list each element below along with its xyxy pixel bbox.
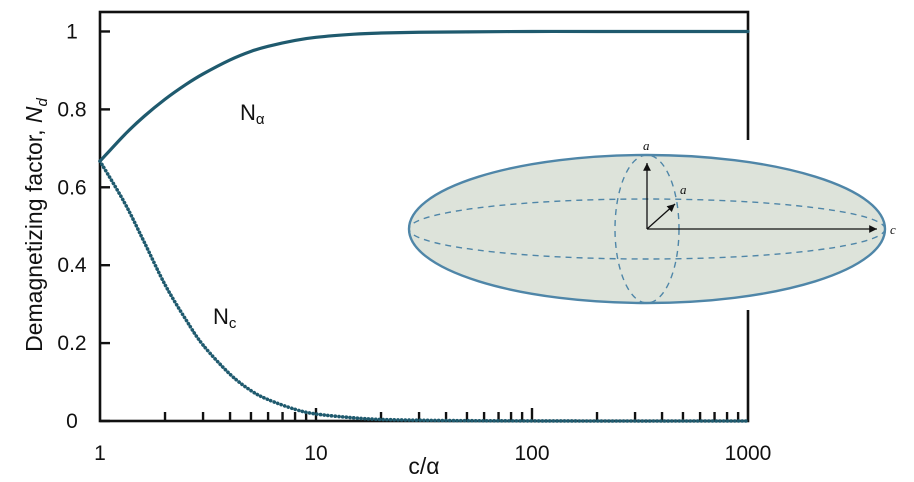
x-tick-label: 1	[94, 442, 106, 465]
axis-label-a-depth: a	[680, 182, 687, 197]
x-axis-title: c/α	[408, 453, 439, 479]
y-tick-label: 0.4	[57, 254, 87, 277]
series-label-n-alpha: Nα	[240, 100, 265, 128]
series-line-n-alpha	[98, 29, 750, 163]
x-tick-label: 100	[514, 442, 549, 465]
series-label-n-c: Nc	[213, 304, 237, 332]
y-axis-tick-labels: 0 0.2 0.4 0.6 0.8 1	[57, 20, 87, 433]
y-tick-label: 0.8	[57, 98, 86, 121]
x-tick-label: 1000	[725, 442, 772, 465]
x-tick-label: 10	[304, 442, 327, 465]
y-tick-label: 0.6	[57, 176, 86, 199]
y-tick-label: 1	[66, 20, 78, 43]
x-axis-tick-labels: 1 10 100 1000	[94, 442, 771, 465]
y-axis-title: Demagnetizing factor, Nd	[21, 97, 51, 351]
series-layer	[98, 29, 750, 423]
x-axis-ticks	[163, 408, 740, 421]
axis-label-c: c	[890, 222, 896, 237]
y-axis-ticks	[100, 30, 110, 423]
y-tick-label: 0.2	[57, 332, 86, 355]
y-tick-label: 0	[66, 410, 78, 433]
axis-label-a-vertical: a	[643, 138, 650, 153]
spheroid-inset: a a c	[400, 138, 900, 310]
series-line-n-c	[98, 159, 750, 423]
axis-arrow-a-depth	[646, 203, 676, 230]
